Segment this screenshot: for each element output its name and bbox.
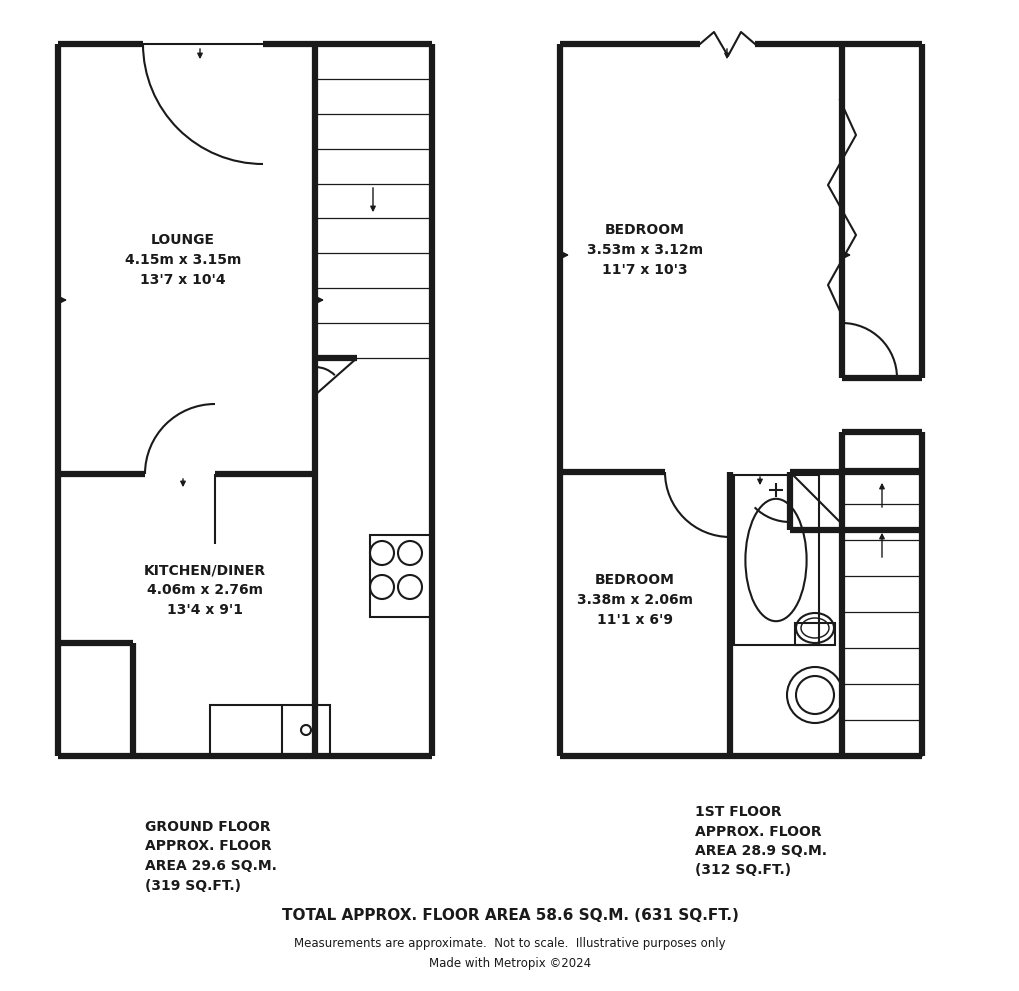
- Bar: [210, 705, 330, 755]
- Text: GROUND FLOOR
APPROX. FLOOR
AREA 29.6 SQ.M.
(319 SQ.FT.): GROUND FLOOR APPROX. FLOOR AREA 29.6 SQ.…: [145, 820, 276, 893]
- Text: LOUNGE
4.15m x 3.15m
13'7 x 10'4: LOUNGE 4.15m x 3.15m 13'7 x 10'4: [124, 234, 240, 286]
- Text: Measurements are approximate.  Not to scale.  Illustrative purposes only: Measurements are approximate. Not to sca…: [293, 936, 726, 949]
- Text: KITCHEN/DINER
4.06m x 2.76m
13'4 x 9'1: KITCHEN/DINER 4.06m x 2.76m 13'4 x 9'1: [144, 564, 266, 616]
- Bar: [370, 535, 432, 617]
- Bar: [734, 475, 818, 645]
- Text: TOTAL APPROX. FLOOR AREA 58.6 SQ.M. (631 SQ.FT.): TOTAL APPROX. FLOOR AREA 58.6 SQ.M. (631…: [281, 908, 738, 923]
- Bar: [794, 623, 835, 645]
- Text: 1ST FLOOR
APPROX. FLOOR
AREA 28.9 SQ.M.
(312 SQ.FT.): 1ST FLOOR APPROX. FLOOR AREA 28.9 SQ.M. …: [694, 805, 826, 877]
- Text: Made with Metropix ©2024: Made with Metropix ©2024: [429, 956, 590, 969]
- Text: BEDROOM
3.38m x 2.06m
11'1 x 6'9: BEDROOM 3.38m x 2.06m 11'1 x 6'9: [577, 574, 692, 626]
- Text: BEDROOM
3.53m x 3.12m
11'7 x 10'3: BEDROOM 3.53m x 3.12m 11'7 x 10'3: [586, 224, 702, 276]
